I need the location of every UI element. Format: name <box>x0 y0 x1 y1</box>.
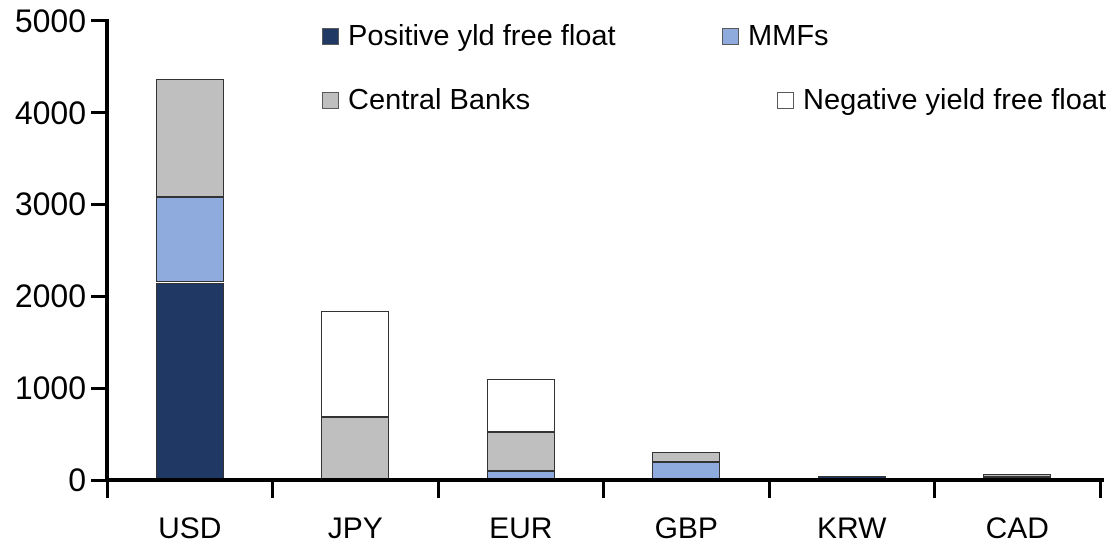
bar-segment-jpy-2 <box>321 416 390 480</box>
x-axis-tick <box>271 482 274 498</box>
x-axis-tick <box>105 482 109 498</box>
y-axis-tick <box>91 111 107 115</box>
y-axis-line <box>105 18 109 482</box>
legend-swatch-icon <box>722 27 739 45</box>
x-axis-tick <box>1098 482 1102 498</box>
legend-swatch-icon <box>322 91 339 109</box>
bar-segment-cad-2 <box>983 474 1052 478</box>
x-axis-tick <box>436 482 440 498</box>
bar-segment-usd-0 <box>155 282 224 480</box>
legend-label: Central Banks <box>348 84 531 116</box>
legend-swatch-icon <box>322 27 339 45</box>
legend-item-3: Negative yield free float <box>777 83 1106 117</box>
bar-segment-jpy-3 <box>321 310 390 417</box>
x-axis-tick <box>767 482 771 498</box>
y-tick-label: 2000 <box>14 278 86 315</box>
legend-item-0: Positive yld free float <box>322 19 616 53</box>
x-tick-label-usd: USD <box>158 512 222 545</box>
x-tick-label-jpy: JPY <box>327 512 383 545</box>
y-tick-label: 4000 <box>14 94 86 131</box>
y-axis-tick <box>91 386 107 390</box>
legend-item-1: MMFs <box>722 19 829 53</box>
y-axis-tick <box>91 294 107 298</box>
legend-label: Positive yld free float <box>348 20 616 52</box>
bar-segment-eur-3 <box>486 378 555 432</box>
legend-label: Negative yield free float <box>803 84 1107 116</box>
y-tick-label: 3000 <box>14 186 86 223</box>
x-axis-tick <box>933 482 936 498</box>
y-tick-label: 1000 <box>14 370 86 407</box>
bar-segment-usd-2 <box>155 79 224 198</box>
y-axis-tick <box>91 478 107 482</box>
bar-segment-eur-2 <box>486 431 555 471</box>
y-tick-label: 0 <box>68 462 86 498</box>
legend-swatch-icon <box>777 91 794 109</box>
y-axis-tick <box>91 19 107 23</box>
y-axis-tick <box>91 202 107 206</box>
x-tick-label-krw: KRW <box>817 512 887 545</box>
bar-segment-usd-1 <box>155 197 224 283</box>
legend-label: MMFs <box>748 20 829 52</box>
x-axis-tick <box>602 482 605 498</box>
bar-segment-gbp-2 <box>652 451 721 462</box>
x-axis-line <box>105 478 1104 482</box>
legend-item-2: Central Banks <box>322 83 530 117</box>
x-tick-label-gbp: GBP <box>654 512 718 545</box>
x-tick-label-cad: CAD <box>985 512 1049 545</box>
y-tick-label: 5000 <box>14 2 86 39</box>
x-tick-label-eur: EUR <box>489 512 553 545</box>
